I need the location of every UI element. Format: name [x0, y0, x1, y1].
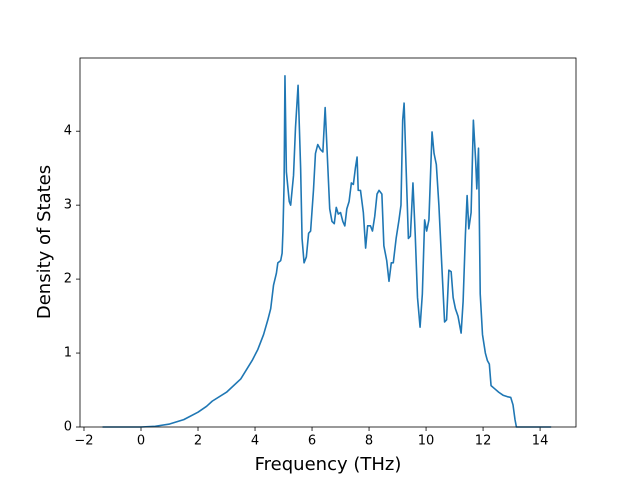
plot-frame	[79, 57, 577, 428]
x-tick-label: 10	[418, 434, 435, 449]
x-tick-label: 4	[251, 434, 259, 449]
x-tick-label: 2	[194, 434, 202, 449]
x-axis-label: Frequency (THz)	[255, 454, 402, 475]
y-tick-label: 3	[64, 198, 72, 213]
y-axis-label: Density of States	[34, 165, 55, 319]
x-tick-label: 0	[137, 434, 145, 449]
x-tick-label: −2	[74, 434, 93, 449]
x-tick-label: 14	[532, 434, 549, 449]
y-tick-label: 0	[64, 420, 72, 435]
data-line	[102, 74, 552, 428]
x-tick-label: 6	[308, 434, 316, 449]
x-tick-label: 8	[365, 434, 373, 449]
y-tick-label: 1	[64, 346, 72, 361]
y-tick-label: 4	[64, 124, 72, 139]
x-tick-label: 12	[475, 434, 492, 449]
y-tick-label: 2	[64, 272, 72, 287]
